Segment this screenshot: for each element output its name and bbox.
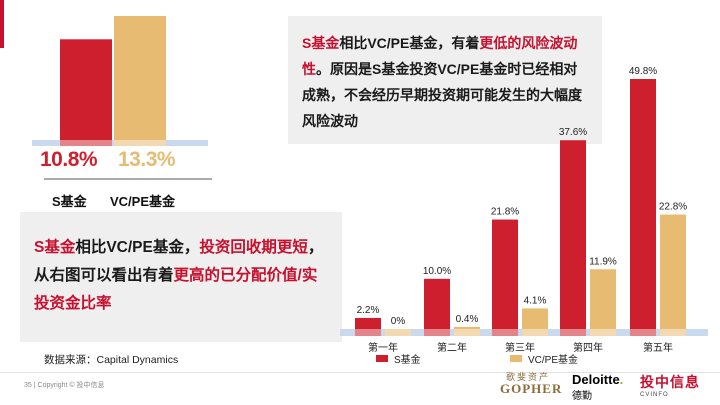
callout-left-text-1: 相比VC/PE基金，: [75, 239, 200, 256]
cvinfo-logo-cn: 投中信息: [640, 374, 700, 390]
accent-bar: [0, 0, 4, 48]
bar-base-1-0: [385, 329, 411, 336]
x-tick-label-2: 第三年: [505, 341, 535, 354]
callout-top-text-3: 。原因是S基金投资VC/PE基金时已经相对成熟，不会经历早期投资期可能发生的大幅…: [302, 61, 582, 129]
bar-vcpe-fund-4: [660, 214, 686, 336]
legend-label-1: VC/PE基金: [528, 353, 578, 366]
left-bar-base-1: [114, 140, 166, 146]
data-label-0-4: 49.8%: [629, 66, 657, 77]
bar-vcpe-fund-0: [385, 329, 411, 336]
left-category-s-fund: S基金: [52, 194, 87, 209]
data-label-0-2: 21.8%: [491, 207, 519, 218]
data-label-1-4: 22.8%: [659, 202, 687, 213]
bar-base-0-1: [424, 329, 450, 336]
bar-vcpe-fund-3: [590, 269, 616, 336]
deloitte-logo-dot: .: [619, 372, 624, 387]
bar-vcpe-fund-2: [522, 308, 548, 336]
left-bar-1: [114, 16, 166, 146]
bar-base-1-4: [660, 329, 686, 336]
legend-swatch-1: [510, 355, 522, 362]
bar-base-1-2: [522, 329, 548, 336]
footer-divider: [0, 372, 720, 373]
page-number: 35: [24, 382, 32, 389]
deloitte-logo-en: Deloitte: [572, 372, 620, 387]
callout-left-text-2: 投资回收期更短: [199, 239, 308, 256]
bar-s-fund-0: [355, 317, 381, 336]
deloitte-logo: Deloitte. 德勤: [572, 372, 623, 402]
gopher-logo-cn: 歌斐资产: [505, 372, 550, 382]
bar-s-fund-3: [560, 140, 586, 336]
deloitte-logo-cn: 德勤: [572, 391, 592, 402]
callout-left-text-3: ，从右图可以看出有着: [34, 239, 324, 284]
cvinfo-logo-en: CVINFO: [640, 392, 669, 398]
x-tick-label-4: 第五年: [643, 341, 673, 354]
bar-base-0-0: [355, 329, 381, 336]
left-category-vcpe-fund: VC/PE基金: [110, 194, 176, 209]
callout-top-text-2: 更低的风险波动性: [302, 35, 578, 77]
x-tick-label-0: 第一年: [368, 341, 398, 354]
data-label-1-2: 4.1%: [524, 295, 547, 306]
copyright: Copyright © 投中信息: [37, 382, 105, 389]
left-value-label-s-fund: 10.8%: [40, 148, 98, 171]
bar-base-0-4: [630, 329, 656, 336]
gopher-logo: 歌斐资产 GOPHER: [500, 370, 563, 396]
bar-base-0-3: [560, 329, 586, 336]
data-label-1-3: 11.9%: [589, 256, 617, 267]
cvinfo-logo: 投中信息 CVINFO: [640, 372, 700, 398]
callout-top-text-1: 相比VC/PE基金，有着: [339, 35, 480, 51]
bar-s-fund-2: [492, 219, 518, 336]
data-label-0-3: 37.6%: [559, 127, 587, 138]
left-bar-base-0: [60, 140, 112, 146]
legend-label-0: S基金: [394, 353, 421, 366]
callout-top-text-0: S基金: [302, 35, 340, 51]
data-label-1-1: 0.4%: [456, 314, 479, 325]
callout-left-text-0: S基金: [34, 239, 76, 256]
x-tick-label-1: 第二年: [437, 341, 467, 354]
data-label-0-1: 10.0%: [423, 266, 451, 277]
left-bar-chart: 10.8% 13.3% S基金 VC/PE基金: [22, 8, 218, 209]
footer: 35 | Copyright © 投中信息: [24, 382, 105, 389]
bar-base-1-3: [590, 329, 616, 336]
bar-s-fund-4: [630, 79, 656, 336]
gopher-logo-en: GOPHER: [500, 381, 563, 396]
bar-base-0-2: [492, 329, 518, 336]
left-chart-svg: [32, 16, 212, 180]
x-tick-label-3: 第四年: [573, 341, 603, 354]
bar-s-fund-1: [424, 278, 450, 336]
callout-risk-volatility: S基金相比VC/PE基金，有着更低的风险波动性。原因是S基金投资VC/PE基金时…: [288, 16, 602, 144]
legend-swatch-0: [376, 355, 388, 362]
callout-left-text-4: 更高的已分配价值/实投资金比率: [34, 267, 318, 312]
data-label-0-0: 2.2%: [357, 305, 380, 316]
right-grouped-bar-chart: 2.2% 0% 第一年 10.0% 0.4% 第二年 21.8% 4.1% 第三年 37.6% 11…: [340, 60, 720, 370]
bar-vcpe-fund-1: [454, 326, 480, 336]
data-label-1-0: 0%: [391, 316, 406, 327]
callout-payback-period: S基金相比VC/PE基金，投资回收期更短，从右图可以看出有着更高的已分配价值/实…: [20, 212, 342, 342]
left-value-label-vcpe-fund: 13.3%: [118, 148, 176, 171]
data-source: 数据来源：Capital Dynamics: [44, 354, 179, 366]
left-bar-0: [60, 39, 112, 146]
bar-base-1-1: [454, 329, 480, 336]
right-chart-svg: 2.2% 0% 第一年 10.0% 0.4% 第二年 21.8% 4.1% 第三年 37.6% 11…: [340, 66, 708, 366]
